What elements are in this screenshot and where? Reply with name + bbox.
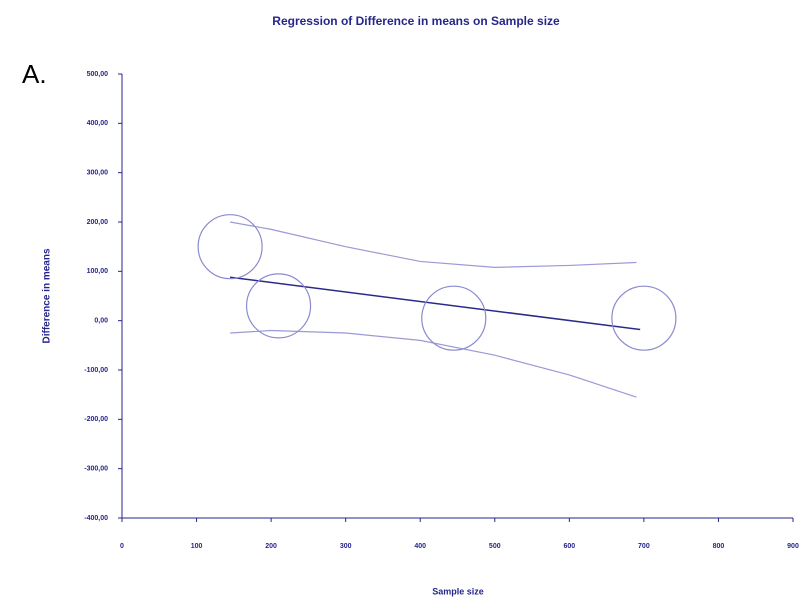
x-tick-label: 300 [340,543,352,550]
x-axis-label: Sample size [432,586,484,596]
y-tick-label: -200,00 [84,416,108,423]
ci-lower [230,329,637,398]
y-tick-label: 500,00 [87,71,109,78]
bubble [421,285,487,351]
y-tick-label: 300,00 [87,170,109,177]
x-tick-label: 500 [489,543,501,550]
bubble [197,214,263,280]
x-tick-label: 200 [265,543,277,550]
x-tick-label: 700 [638,543,650,550]
y-tick-label: 0,00 [94,318,108,325]
ci-upper [229,221,637,268]
y-tick-label: -100,00 [84,367,108,374]
x-tick-label: 900 [787,543,799,550]
y-tick-label: -300,00 [84,466,108,473]
y-axis-label: Difference in means [42,248,53,343]
bubble [611,285,677,351]
x-tick-label: 600 [563,543,575,550]
x-tick-label: 400 [414,543,426,550]
y-tick-label: -400,00 [84,515,108,522]
chart-title: Regression of Difference in means on Sam… [272,14,560,28]
y-tick-label: 100,00 [87,268,109,275]
panel-label: A. [22,59,47,89]
regression-line [230,276,641,331]
y-tick-label: 200,00 [87,219,109,226]
bubble [245,273,312,339]
x-tick-label: 0 [120,543,124,550]
x-tick-label: 800 [713,543,725,550]
y-tick-label: 400,00 [87,120,109,127]
x-tick-label: 100 [191,543,203,550]
